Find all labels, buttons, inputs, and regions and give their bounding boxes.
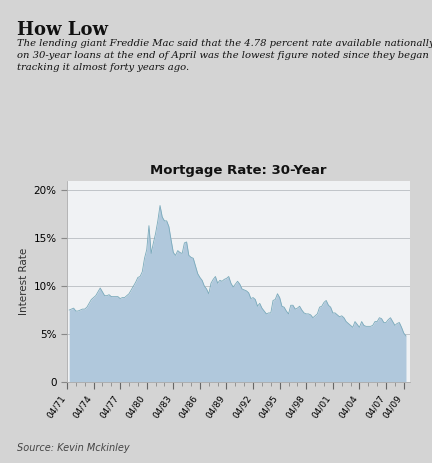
Title: Mortgage Rate: 30-Year: Mortgage Rate: 30-Year (150, 163, 327, 176)
Text: How Low: How Low (17, 21, 108, 39)
Text: Source: Kevin Mckinley: Source: Kevin Mckinley (17, 444, 130, 453)
Y-axis label: Interest Rate: Interest Rate (19, 248, 29, 315)
Text: The lending giant Freddie Mac said that the 4.78 percent rate available national: The lending giant Freddie Mac said that … (17, 39, 432, 72)
